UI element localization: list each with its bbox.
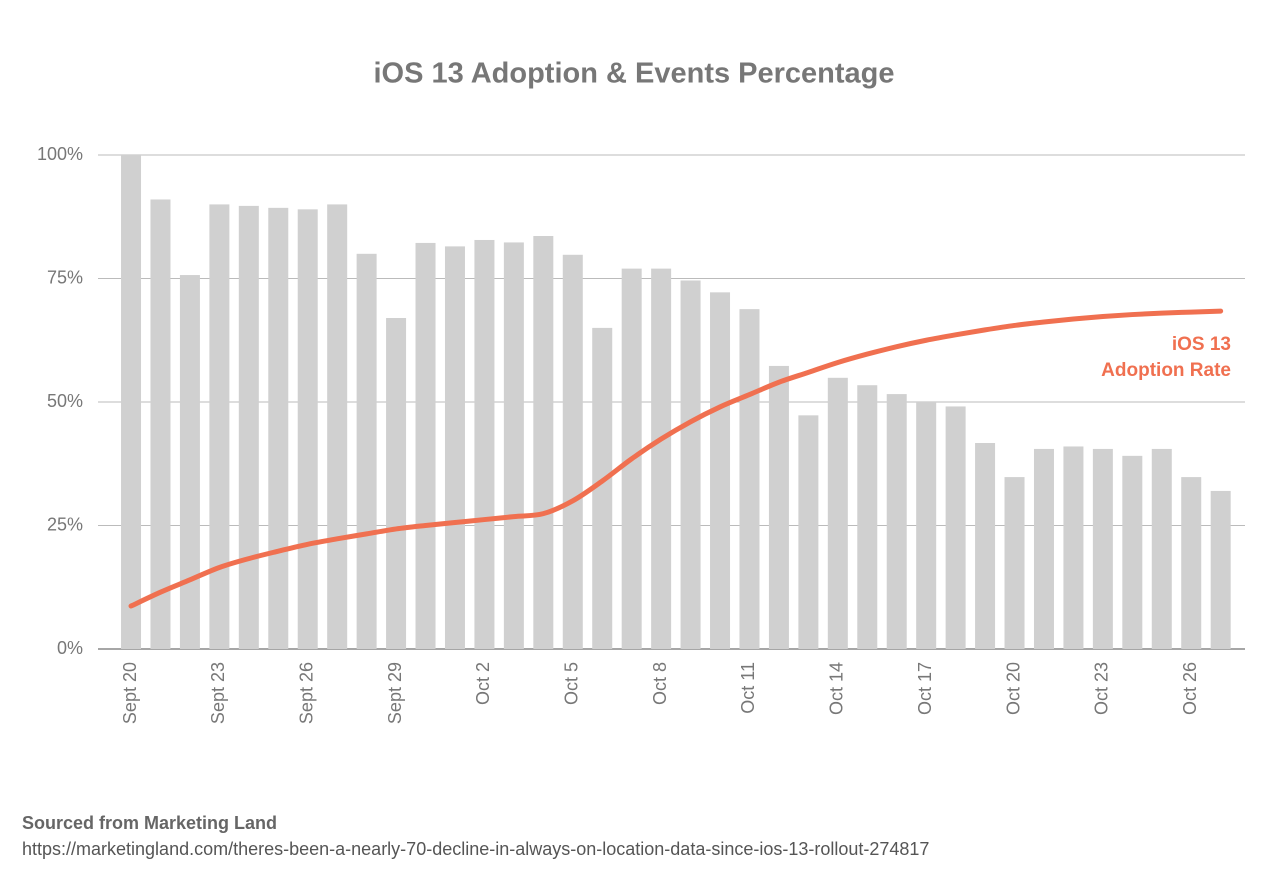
bar xyxy=(975,443,996,649)
bar xyxy=(592,327,613,649)
bar xyxy=(386,318,407,649)
x-tick-label: Oct 5 xyxy=(562,662,582,705)
bar xyxy=(209,204,230,649)
bar xyxy=(533,236,554,650)
bar xyxy=(179,275,200,649)
x-tick-label: Oct 2 xyxy=(473,662,493,705)
bar xyxy=(444,246,465,649)
bar xyxy=(945,406,966,649)
bar xyxy=(680,280,701,649)
y-tick-label: 100% xyxy=(37,144,83,164)
x-tick-label: Oct 26 xyxy=(1180,662,1200,715)
bar xyxy=(1210,490,1231,649)
source-url: https://marketingland.com/theres-been-a-… xyxy=(22,839,929,859)
x-tick-label: Sept 29 xyxy=(385,662,405,724)
bar xyxy=(562,254,583,649)
bar xyxy=(1063,446,1084,649)
x-tick-label: Sept 23 xyxy=(208,662,228,724)
bar xyxy=(297,209,318,649)
bar xyxy=(1033,448,1054,649)
annotation: iOS 13 xyxy=(1172,334,1231,355)
bar xyxy=(651,268,672,649)
bar xyxy=(415,242,436,649)
bar xyxy=(150,199,171,649)
bar xyxy=(1122,455,1143,649)
x-tick-label: Oct 20 xyxy=(1003,662,1023,715)
chart-title: iOS 13 Adoption & Events Percentage xyxy=(373,58,894,90)
bar xyxy=(121,155,142,649)
bar xyxy=(356,253,377,650)
x-tick-label: Sept 26 xyxy=(296,662,316,724)
bar xyxy=(827,377,848,649)
bar xyxy=(1151,448,1172,649)
bar xyxy=(916,402,937,649)
source: Sourced from Marketing Land xyxy=(22,813,277,833)
y-tick-label: 0% xyxy=(57,638,83,658)
y-tick-label: 50% xyxy=(47,391,83,411)
bar xyxy=(710,292,731,649)
bar xyxy=(1004,477,1025,649)
annotation: Adoption Rate xyxy=(1101,360,1231,381)
bar xyxy=(1181,477,1202,649)
bar xyxy=(768,365,789,649)
bar xyxy=(798,415,819,649)
y-tick-label: 25% xyxy=(47,514,83,534)
x-tick-label: Oct 23 xyxy=(1092,662,1112,715)
bar xyxy=(857,385,878,649)
bar xyxy=(886,394,907,649)
bar xyxy=(327,204,348,649)
x-tick-label: Sept 20 xyxy=(120,662,140,724)
bar xyxy=(238,205,259,649)
bar xyxy=(1092,448,1113,649)
x-tick-label: Oct 17 xyxy=(915,662,935,715)
x-tick-label: Oct 14 xyxy=(827,662,847,715)
bar xyxy=(503,242,524,650)
y-tick-label: 75% xyxy=(47,267,83,287)
x-tick-label: Oct 11 xyxy=(738,662,758,714)
bar xyxy=(474,239,495,649)
bar xyxy=(268,207,289,649)
line xyxy=(128,308,1224,609)
bar xyxy=(739,309,760,649)
x-tick-label: Oct 8 xyxy=(650,662,670,705)
